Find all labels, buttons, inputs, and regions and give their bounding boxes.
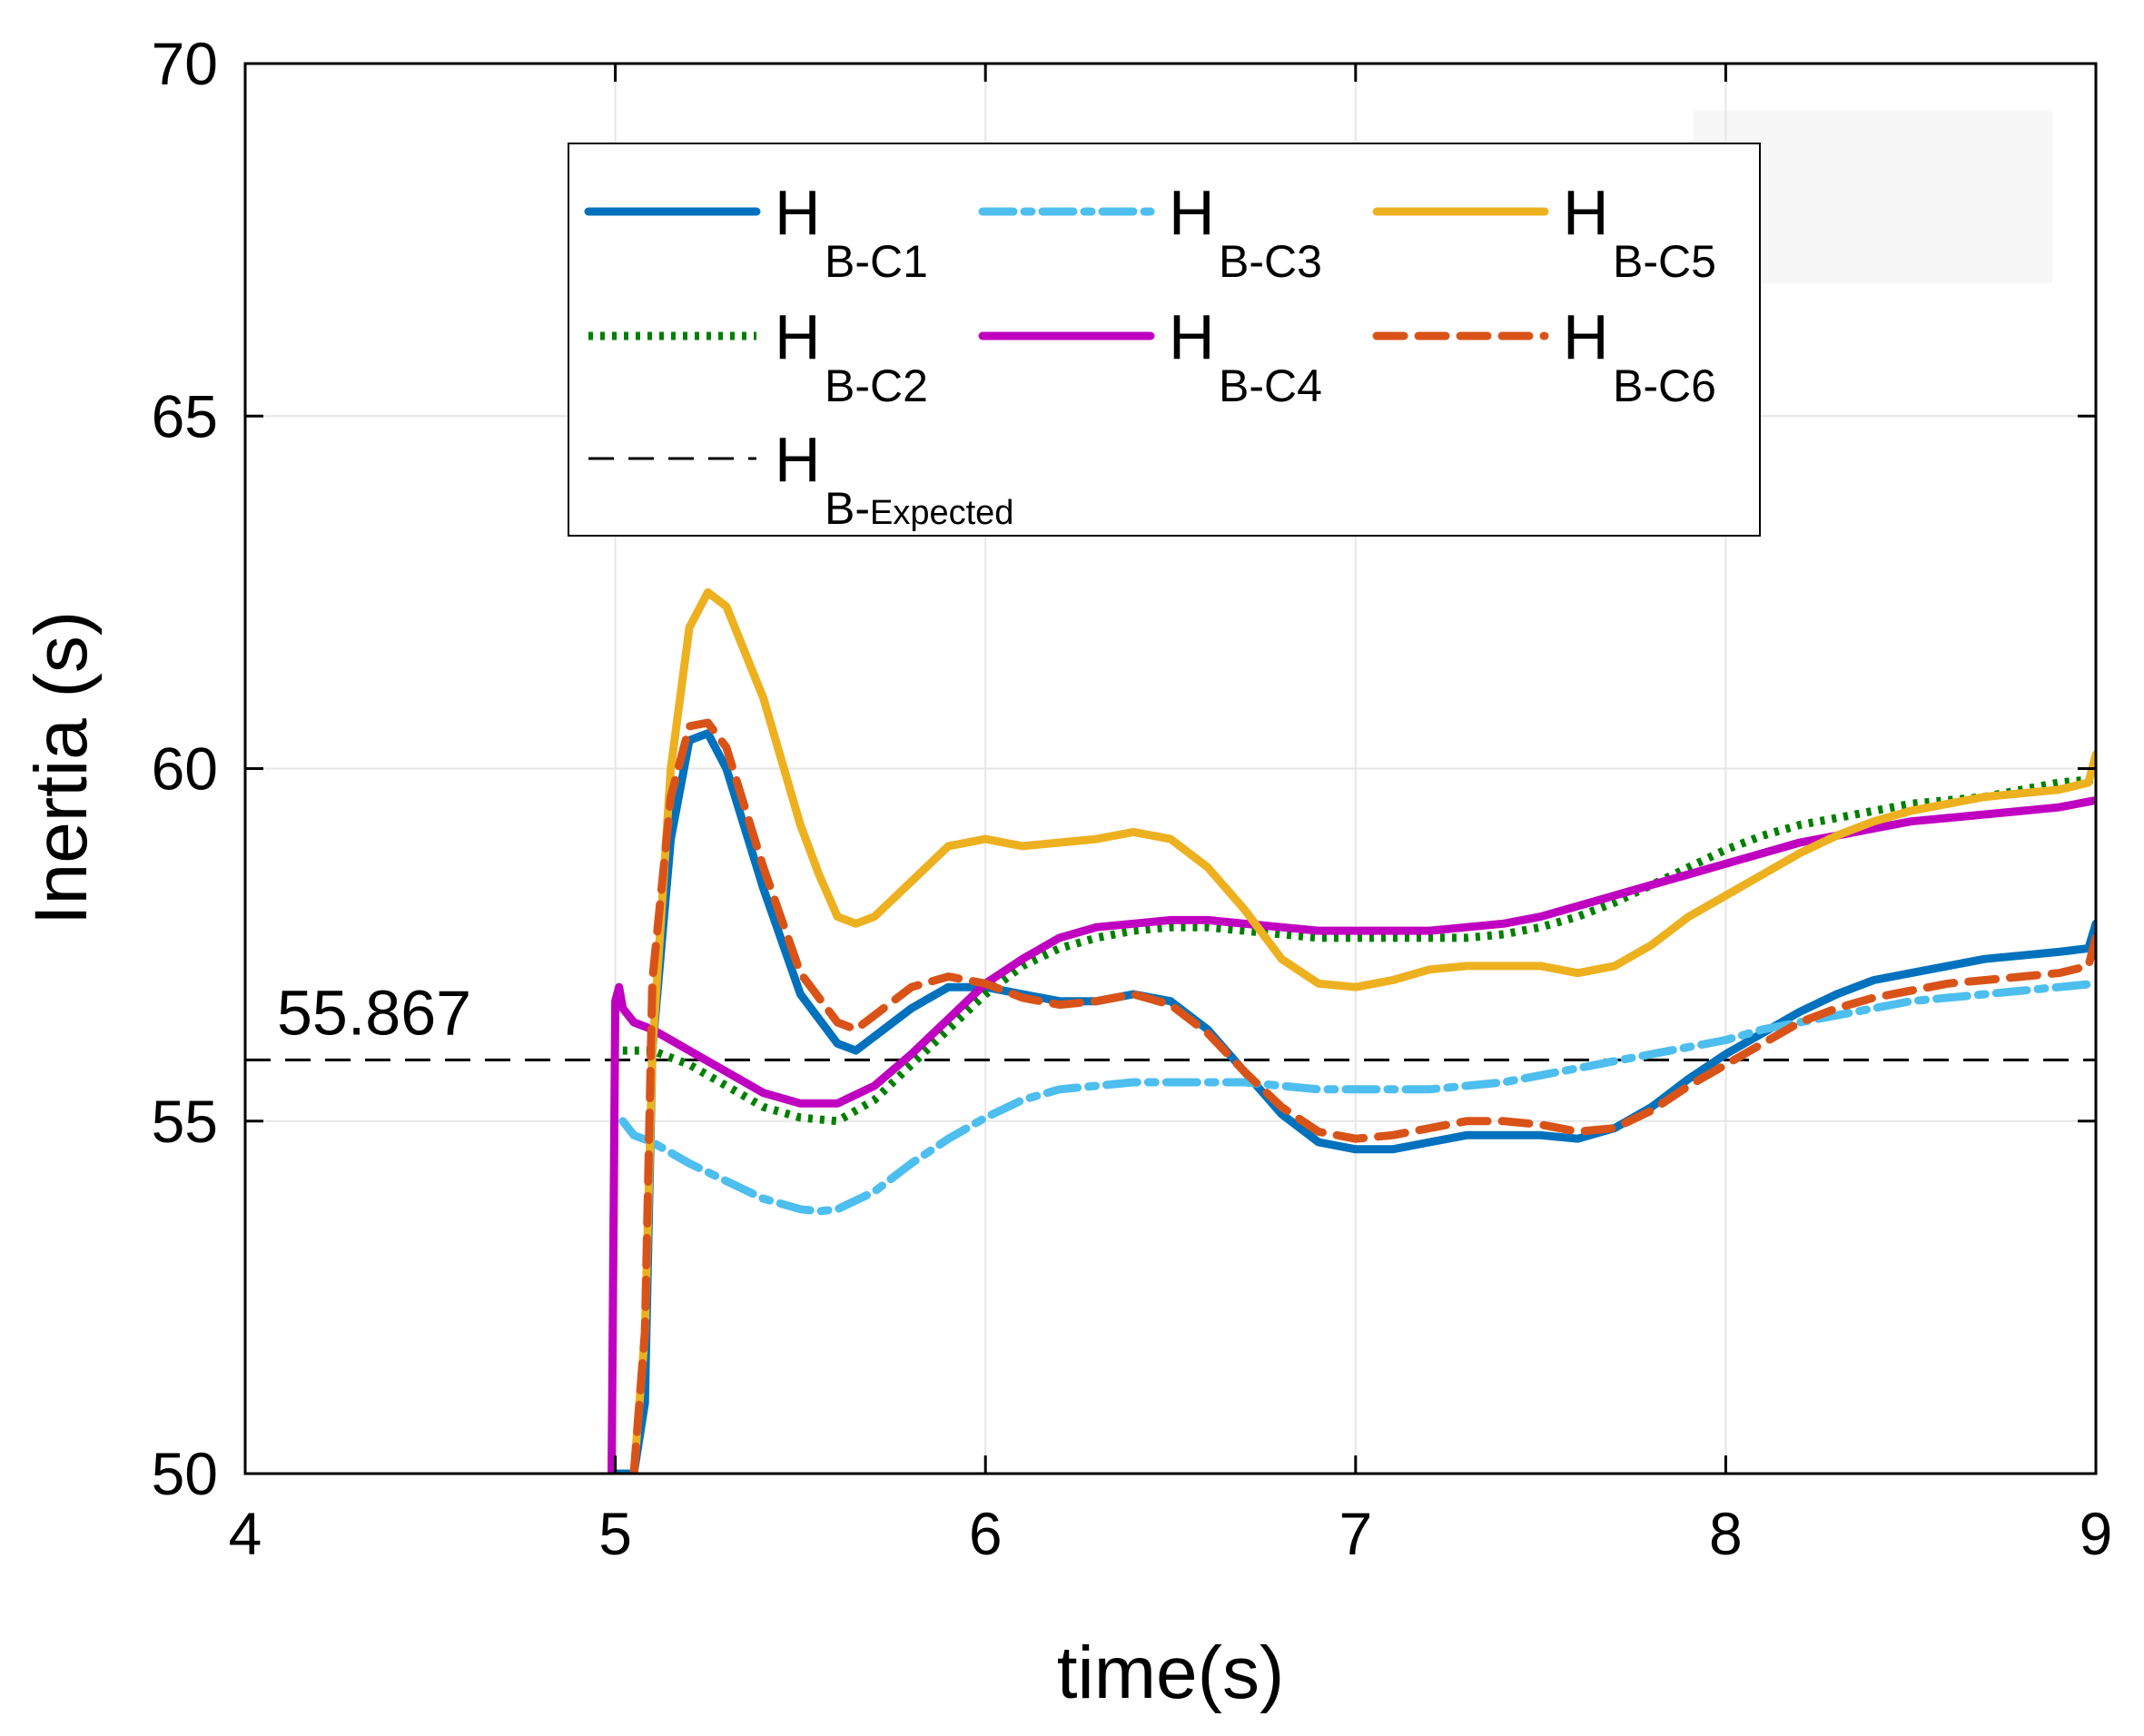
- x-tick-label: 9: [2080, 1500, 2113, 1567]
- legend-label: H: [775, 424, 821, 495]
- series-line-b-c5: [629, 587, 2096, 1474]
- series-line-b-c3: [618, 979, 2096, 1216]
- legend-label: H: [1169, 301, 1215, 372]
- x-tick-label: 8: [1709, 1500, 1743, 1567]
- legend-subscript: B-C1: [825, 236, 928, 287]
- legend-box: [568, 143, 1761, 537]
- x-tick-label: 4: [229, 1500, 262, 1567]
- y-tick-label: 70: [152, 30, 218, 97]
- y-axis-title: Inertia (s): [20, 611, 103, 925]
- legend-subscript: B-C5: [1613, 236, 1716, 287]
- legend-subscript: B-C3: [1219, 236, 1322, 287]
- legend-label: H: [775, 301, 821, 372]
- reference-value-label: 55.867: [277, 977, 471, 1048]
- x-axis-title: time(s): [1057, 1632, 1285, 1714]
- legend-label: H: [1169, 177, 1215, 248]
- x-tick-label: 5: [598, 1500, 632, 1567]
- x-tick-label: 7: [1339, 1500, 1372, 1567]
- legend: HB-C1HB-C3HB-C5HB-C2HB-C4HB-C6HB-Expecte…: [568, 143, 1761, 537]
- x-tick-label: 6: [969, 1500, 1003, 1567]
- series-group: [608, 587, 2096, 1474]
- legend-label: H: [775, 177, 821, 248]
- legend-label: H: [1563, 301, 1609, 372]
- legend-subscript-small: Expected: [870, 494, 1013, 532]
- axis-ticks: 4 5 6 7 8 9 50 55 60 65 70: [152, 30, 2113, 1567]
- y-tick-label: 60: [152, 735, 218, 803]
- series-line-b-c6: [629, 718, 2096, 1474]
- y-tick-label: 50: [152, 1440, 218, 1507]
- legend-subscript: B-C6: [1613, 360, 1716, 411]
- legend-subscript: B-C4: [1219, 360, 1322, 411]
- legend-subscript: B-C2: [825, 360, 928, 411]
- y-tick-label: 55: [152, 1088, 218, 1155]
- legend-label: H: [1563, 177, 1609, 248]
- y-tick-label: 65: [152, 382, 218, 449]
